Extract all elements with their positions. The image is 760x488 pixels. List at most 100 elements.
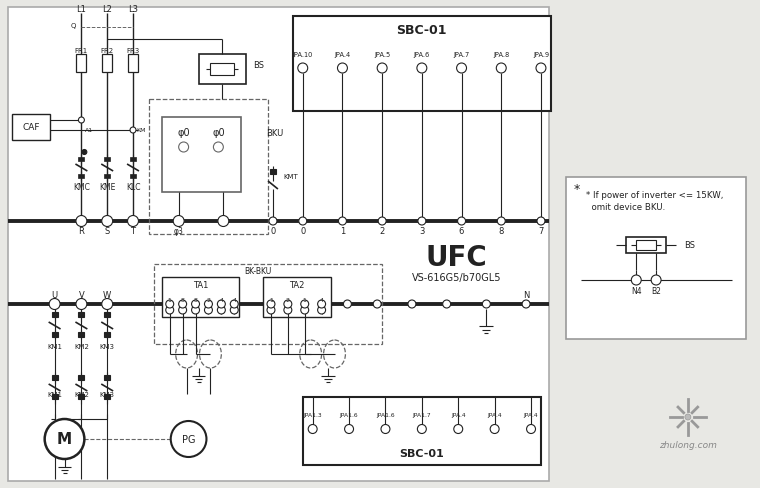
Text: W: W: [103, 290, 111, 299]
Bar: [78, 375, 84, 380]
Circle shape: [179, 306, 187, 314]
Circle shape: [337, 64, 347, 74]
Text: 8: 8: [181, 297, 185, 302]
Circle shape: [418, 218, 426, 225]
Text: JPA.7: JPA.7: [454, 52, 470, 58]
Text: KM2: KM2: [74, 343, 89, 349]
Text: M: M: [57, 431, 72, 447]
Text: 1: 1: [269, 297, 273, 302]
Bar: [104, 158, 110, 162]
Text: KM1: KM1: [47, 391, 62, 397]
Text: JPA.10: JPA.10: [293, 52, 313, 58]
Bar: [130, 175, 136, 179]
Text: FR1: FR1: [74, 48, 88, 54]
Bar: [636, 241, 656, 250]
Circle shape: [130, 128, 136, 134]
Bar: [12, 115, 49, 141]
Circle shape: [230, 301, 238, 308]
Text: 8: 8: [499, 227, 504, 236]
Text: JPA.4: JPA.4: [524, 413, 538, 418]
Text: JPA.9: JPA.9: [533, 52, 549, 58]
Circle shape: [192, 306, 200, 314]
Text: φ3: φ3: [174, 227, 184, 236]
Text: φ0: φ0: [177, 128, 190, 138]
Text: SBC-01: SBC-01: [397, 24, 447, 38]
Circle shape: [102, 299, 112, 310]
Circle shape: [483, 301, 490, 308]
Text: 7: 7: [538, 227, 543, 236]
Text: KLC: KLC: [125, 183, 141, 192]
Circle shape: [318, 306, 325, 314]
Circle shape: [537, 218, 545, 225]
Bar: [78, 312, 84, 317]
Bar: [78, 158, 84, 162]
Circle shape: [301, 301, 309, 308]
Text: PG: PG: [182, 434, 195, 444]
Bar: [626, 238, 666, 253]
Circle shape: [166, 306, 174, 314]
Bar: [104, 375, 110, 380]
Text: KM3: KM3: [100, 343, 115, 349]
Circle shape: [230, 306, 238, 314]
Text: 4: 4: [233, 297, 236, 302]
Circle shape: [536, 64, 546, 74]
Bar: [211, 64, 234, 76]
Text: 4: 4: [220, 297, 223, 302]
Circle shape: [218, 216, 229, 227]
Bar: [78, 394, 84, 399]
Text: V: V: [78, 290, 84, 299]
Text: BS: BS: [684, 241, 695, 250]
Circle shape: [458, 218, 466, 225]
Circle shape: [217, 301, 225, 308]
Text: JPA.5: JPA.5: [374, 52, 391, 58]
Text: * If power of inverter <= 15KW,: * If power of inverter <= 15KW,: [586, 191, 723, 200]
Circle shape: [192, 301, 200, 308]
Bar: [52, 375, 58, 380]
Circle shape: [128, 216, 138, 227]
Circle shape: [204, 306, 212, 314]
Bar: [103, 55, 112, 73]
Text: CAF: CAF: [22, 123, 40, 132]
Circle shape: [284, 301, 292, 308]
Text: 6: 6: [459, 227, 464, 236]
Circle shape: [338, 218, 347, 225]
Text: SBC-01: SBC-01: [400, 448, 445, 458]
Text: φ0: φ0: [212, 128, 225, 138]
Text: A1: A1: [85, 128, 93, 133]
Circle shape: [344, 301, 351, 308]
Circle shape: [166, 301, 174, 308]
Text: VS-616G5/b70GL5: VS-616G5/b70GL5: [412, 272, 502, 283]
Circle shape: [377, 64, 387, 74]
Text: 4: 4: [320, 297, 324, 302]
Text: TA2: TA2: [289, 281, 305, 290]
Text: 0: 0: [271, 227, 276, 236]
Text: JPA.4: JPA.4: [451, 413, 466, 418]
Circle shape: [179, 301, 187, 308]
Circle shape: [309, 425, 317, 434]
Bar: [198, 55, 246, 85]
Circle shape: [318, 301, 325, 308]
Text: BS: BS: [253, 61, 264, 69]
Bar: [149, 100, 268, 235]
Text: UFC: UFC: [426, 244, 487, 271]
Text: JPA.8: JPA.8: [493, 52, 509, 58]
Circle shape: [373, 301, 382, 308]
Circle shape: [102, 216, 112, 227]
Circle shape: [381, 425, 390, 434]
Text: KM2: KM2: [74, 391, 89, 397]
Bar: [270, 170, 276, 175]
Circle shape: [298, 64, 308, 74]
Bar: [162, 118, 241, 193]
Circle shape: [267, 306, 275, 314]
Bar: [104, 332, 110, 337]
Text: BK-BKU: BK-BKU: [245, 267, 272, 276]
Text: 1: 1: [302, 297, 307, 302]
Circle shape: [45, 419, 84, 459]
Circle shape: [173, 216, 184, 227]
Bar: [52, 332, 58, 337]
Circle shape: [454, 425, 463, 434]
Bar: [52, 394, 58, 399]
Circle shape: [179, 142, 188, 153]
Bar: [130, 158, 136, 162]
Bar: [78, 175, 84, 179]
